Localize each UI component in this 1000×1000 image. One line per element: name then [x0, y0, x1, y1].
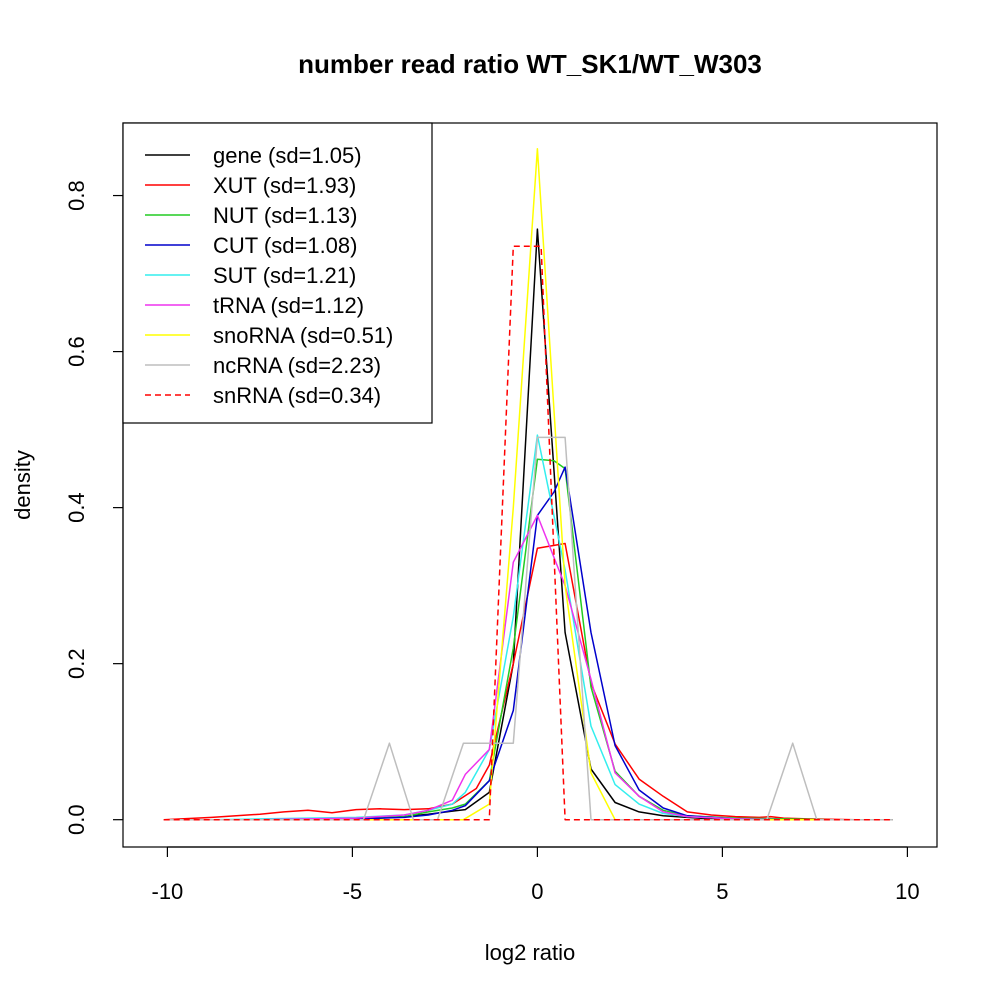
x-tick-label: 5	[716, 879, 728, 904]
legend-box	[122, 122, 433, 424]
x-tick-label: -10	[152, 879, 184, 904]
y-tick-label: 0.4	[64, 492, 89, 523]
legend-label: snoRNA (sd=0.51)	[213, 323, 393, 348]
legend-label: XUT (sd=1.93)	[213, 173, 356, 198]
x-tick-label: 10	[895, 879, 919, 904]
y-axis: 0.0 0.2 0.4 0.6 0.8	[64, 180, 124, 835]
y-tick-label: 0.8	[64, 180, 89, 211]
x-axis: -10 -5 0 5 10	[152, 846, 920, 904]
legend-label: NUT (sd=1.13)	[213, 203, 357, 228]
legend-label: tRNA (sd=1.12)	[213, 293, 364, 318]
series-line-2	[163, 458, 893, 821]
series-line-7	[163, 436, 893, 821]
series-line-8	[163, 245, 893, 821]
legend-label: SUT (sd=1.21)	[213, 263, 356, 288]
series-line-5	[163, 514, 893, 821]
y-tick-label: 0.0	[64, 804, 89, 835]
y-tick-label: 0.2	[64, 648, 89, 679]
chart-title: number read ratio WT_SK1/WT_W303	[298, 49, 762, 79]
legend-label: gene (sd=1.05)	[213, 143, 362, 168]
series-line-1	[163, 542, 893, 821]
series-layer	[163, 147, 893, 821]
legend-label: snRNA (sd=0.34)	[213, 383, 381, 408]
x-tick-label: -5	[343, 879, 363, 904]
series-line-4	[163, 434, 893, 821]
x-axis-label: log2 ratio	[485, 940, 576, 965]
y-tick-label: 0.6	[64, 336, 89, 367]
legend-label: ncRNA (sd=2.23)	[213, 353, 381, 378]
series-line-3	[163, 466, 893, 821]
legend-label: CUT (sd=1.08)	[213, 233, 357, 258]
y-axis-label: density	[10, 450, 35, 520]
x-tick-label: 0	[531, 879, 543, 904]
series-line-6	[163, 147, 893, 821]
legend: gene (sd=1.05) XUT (sd=1.93) NUT (sd=1.13)…	[122, 122, 433, 424]
